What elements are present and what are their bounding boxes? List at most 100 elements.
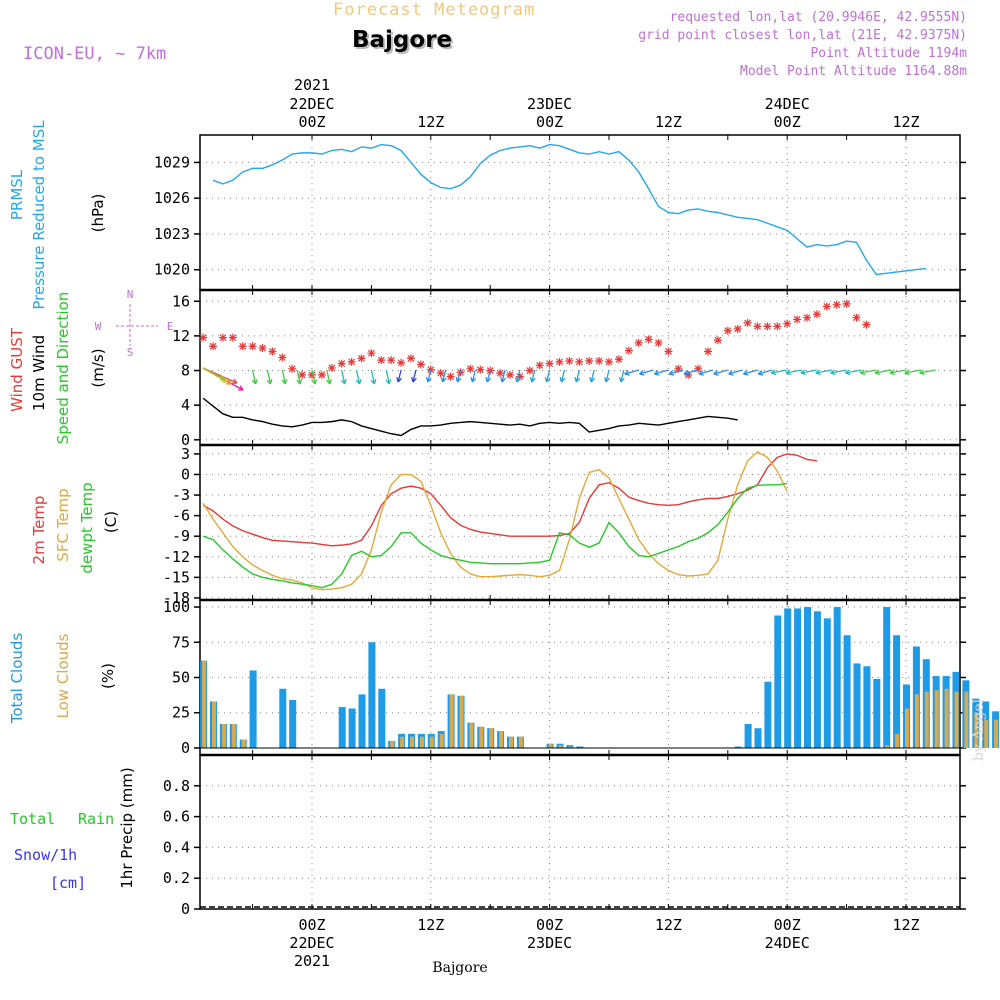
- bar-low-clouds: [449, 694, 454, 748]
- wind-arrow-head: [471, 377, 477, 383]
- panel-ylabel-clouds: (%): [99, 663, 117, 689]
- bar-low-clouds: [548, 743, 553, 748]
- wind-arrow-head: [344, 379, 347, 385]
- wind-arrow-head: [223, 377, 228, 383]
- model-label: ICON-EU, ~ 7km: [23, 44, 167, 64]
- gust-point: [614, 355, 623, 364]
- bar-total-clouds: [893, 635, 901, 748]
- wind-arrow: [486, 369, 491, 383]
- bar-low-clouds: [885, 745, 890, 748]
- top-date-label: 22DEC: [289, 95, 334, 113]
- wind-arrow-head: [239, 385, 244, 391]
- gust-point: [466, 364, 475, 373]
- wind-arrow-head: [669, 373, 675, 376]
- wind-arrow-head: [269, 379, 273, 385]
- y-tick-label: 0: [181, 739, 190, 757]
- legend-snow-unit: [cm]: [50, 874, 86, 892]
- gust-point: [803, 313, 811, 322]
- gust-point: [446, 372, 455, 381]
- series-line-dewpt-temp: [202, 482, 788, 589]
- bar-total-clouds: [566, 745, 574, 748]
- gust-point: [357, 354, 366, 363]
- gust-point: [337, 359, 346, 368]
- bottom-date-label: 23DEC: [527, 934, 572, 952]
- y-tick-label: -18: [163, 589, 190, 607]
- bar-low-clouds: [984, 719, 989, 748]
- wind-arrow-head: [713, 373, 719, 376]
- bar-low-clouds: [499, 731, 504, 748]
- gust-point: [525, 366, 534, 375]
- compass-w: W: [95, 320, 102, 333]
- gust-point: [238, 342, 247, 351]
- wind-arrow-head: [254, 379, 258, 385]
- wind-arrow: [370, 369, 376, 385]
- wind-arrow: [281, 369, 286, 385]
- y-tick-label: 0.8: [163, 777, 190, 795]
- wind-arrow-head: [728, 370, 733, 375]
- bar-low-clouds: [231, 724, 236, 748]
- gust-point: [783, 319, 792, 328]
- series-line-2m-temp: [202, 453, 817, 547]
- y-tick-label: 0: [181, 900, 190, 918]
- gust-point: [704, 347, 712, 356]
- gust-point: [407, 354, 415, 363]
- wind-arrow: [845, 369, 862, 374]
- gust-point: [278, 353, 287, 362]
- wind-arrow-head: [440, 376, 444, 383]
- bar-total-clouds: [289, 700, 297, 748]
- bar-total-clouds: [338, 707, 346, 748]
- wind-arrow-head: [455, 376, 459, 383]
- wind-arrow-head: [531, 377, 536, 383]
- bar-total-clouds: [853, 663, 861, 748]
- bar-low-clouds: [221, 724, 226, 748]
- wind-arrow-head: [698, 373, 704, 376]
- bottom-tick-label: 00Z: [298, 916, 325, 934]
- wind-arrow-head: [620, 377, 625, 383]
- wind-arrow-head: [299, 379, 303, 385]
- gust-point: [397, 358, 406, 367]
- top-tick-label: 00Z: [774, 113, 801, 131]
- wind-arrow: [501, 369, 506, 383]
- bar-total-clouds: [348, 708, 356, 748]
- wind-arrow-head: [574, 376, 577, 383]
- wind-arrow-head: [624, 370, 629, 375]
- wind-arrow: [713, 369, 728, 375]
- wind-arrow: [624, 369, 639, 375]
- gust-point: [218, 333, 227, 342]
- wind-arrow-head: [770, 369, 776, 374]
- wind-arrow: [639, 369, 654, 375]
- series-line-prmsl: [212, 143, 926, 276]
- wind-arrow: [830, 369, 847, 374]
- top-tick-label: 12Z: [417, 113, 444, 131]
- wind-arrow: [620, 369, 625, 383]
- location-name: Bajgore: [352, 27, 453, 53]
- y-tick-label: -12: [163, 548, 190, 566]
- y-tick-label: 3: [181, 445, 190, 463]
- series-line-wind: [202, 397, 738, 437]
- wind-arrow: [311, 369, 316, 385]
- bottom-date-label: 24DEC: [765, 934, 810, 952]
- wind-arrow-head: [358, 379, 362, 385]
- bar-low-clouds: [924, 691, 929, 748]
- gust-point: [565, 357, 574, 366]
- wind-arrow-head: [370, 379, 375, 385]
- gust-point: [773, 322, 782, 331]
- wind-arrow: [743, 369, 758, 375]
- bar-low-clouds: [202, 660, 207, 748]
- bottom-tick-label: 12Z: [655, 916, 682, 934]
- y-tick-label: 25: [172, 704, 190, 722]
- wind-arrow-head: [516, 377, 521, 383]
- panel-title-direction: Speed and Direction: [54, 292, 72, 445]
- top-tick-label: 12Z: [655, 113, 682, 131]
- wind-arrow: [531, 369, 536, 383]
- model-altitude: Model Point Altitude 1164.88m: [740, 64, 967, 79]
- y-tick-label: 1029: [154, 153, 190, 171]
- bar-total-clouds: [734, 746, 742, 748]
- wind-arrow: [698, 369, 714, 375]
- wind-arrow-head: [889, 372, 895, 376]
- gust-point: [674, 364, 683, 373]
- gust-point: [387, 356, 396, 365]
- wind-arrow-head: [314, 379, 318, 385]
- point-altitude: Point Altitude 1194m: [810, 46, 967, 61]
- wind-arrow: [575, 369, 580, 383]
